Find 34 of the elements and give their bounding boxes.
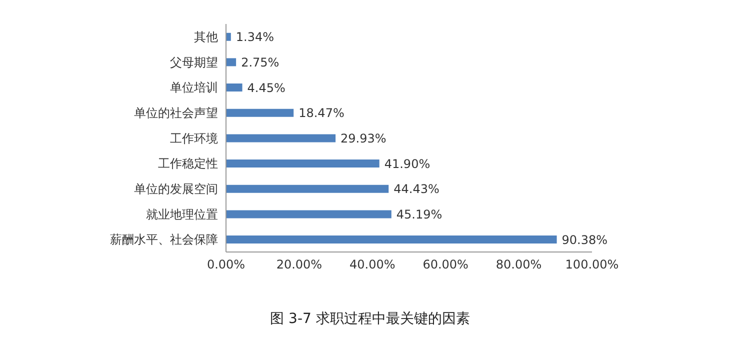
y-tick-label: 工作环境 <box>170 131 218 146</box>
data-label: 41.90% <box>384 156 430 171</box>
bar <box>226 58 236 66</box>
x-tick-label: 100.00% <box>565 258 619 272</box>
y-tick-label: 就业地理位置 <box>146 207 218 222</box>
y-tick-label: 单位培训 <box>170 80 218 95</box>
data-label: 90.38% <box>562 232 608 247</box>
y-tick-label: 父母期望 <box>170 55 218 70</box>
y-tick-label: 单位的社会声望 <box>134 106 218 120</box>
bar <box>226 32 231 41</box>
data-label: 44.43% <box>394 182 440 196</box>
data-label: 4.45% <box>247 80 286 95</box>
caption: 图 3-7 求职过程中最关键的因素 <box>269 310 471 328</box>
x-tick-label: 20.00% <box>276 258 322 272</box>
x-tick-label: 40.00% <box>350 258 396 272</box>
y-tick-label: 工作稳定性 <box>158 156 218 171</box>
data-label: 29.93% <box>340 131 386 146</box>
bar <box>226 236 557 244</box>
y-tick-label: 其他 <box>194 30 218 44</box>
x-tick-label: 60.00% <box>422 258 468 272</box>
bar <box>226 184 389 193</box>
y-tick-label: 薪酬水平、社会保障 <box>110 232 218 247</box>
data-label: 1.34% <box>236 30 274 44</box>
bar <box>226 84 242 92</box>
y-tick-label: 单位的发展空间 <box>134 182 218 196</box>
bar <box>226 210 392 218</box>
bar <box>226 160 380 168</box>
bar <box>226 134 336 142</box>
x-tick-label: 0.00% <box>206 258 246 272</box>
data-label: 45.19% <box>396 207 442 222</box>
data-label: 18.47% <box>298 106 344 120</box>
bar <box>226 108 294 117</box>
data-label: 2.75% <box>241 55 280 70</box>
x-tick-label: 80.00% <box>496 258 542 272</box>
